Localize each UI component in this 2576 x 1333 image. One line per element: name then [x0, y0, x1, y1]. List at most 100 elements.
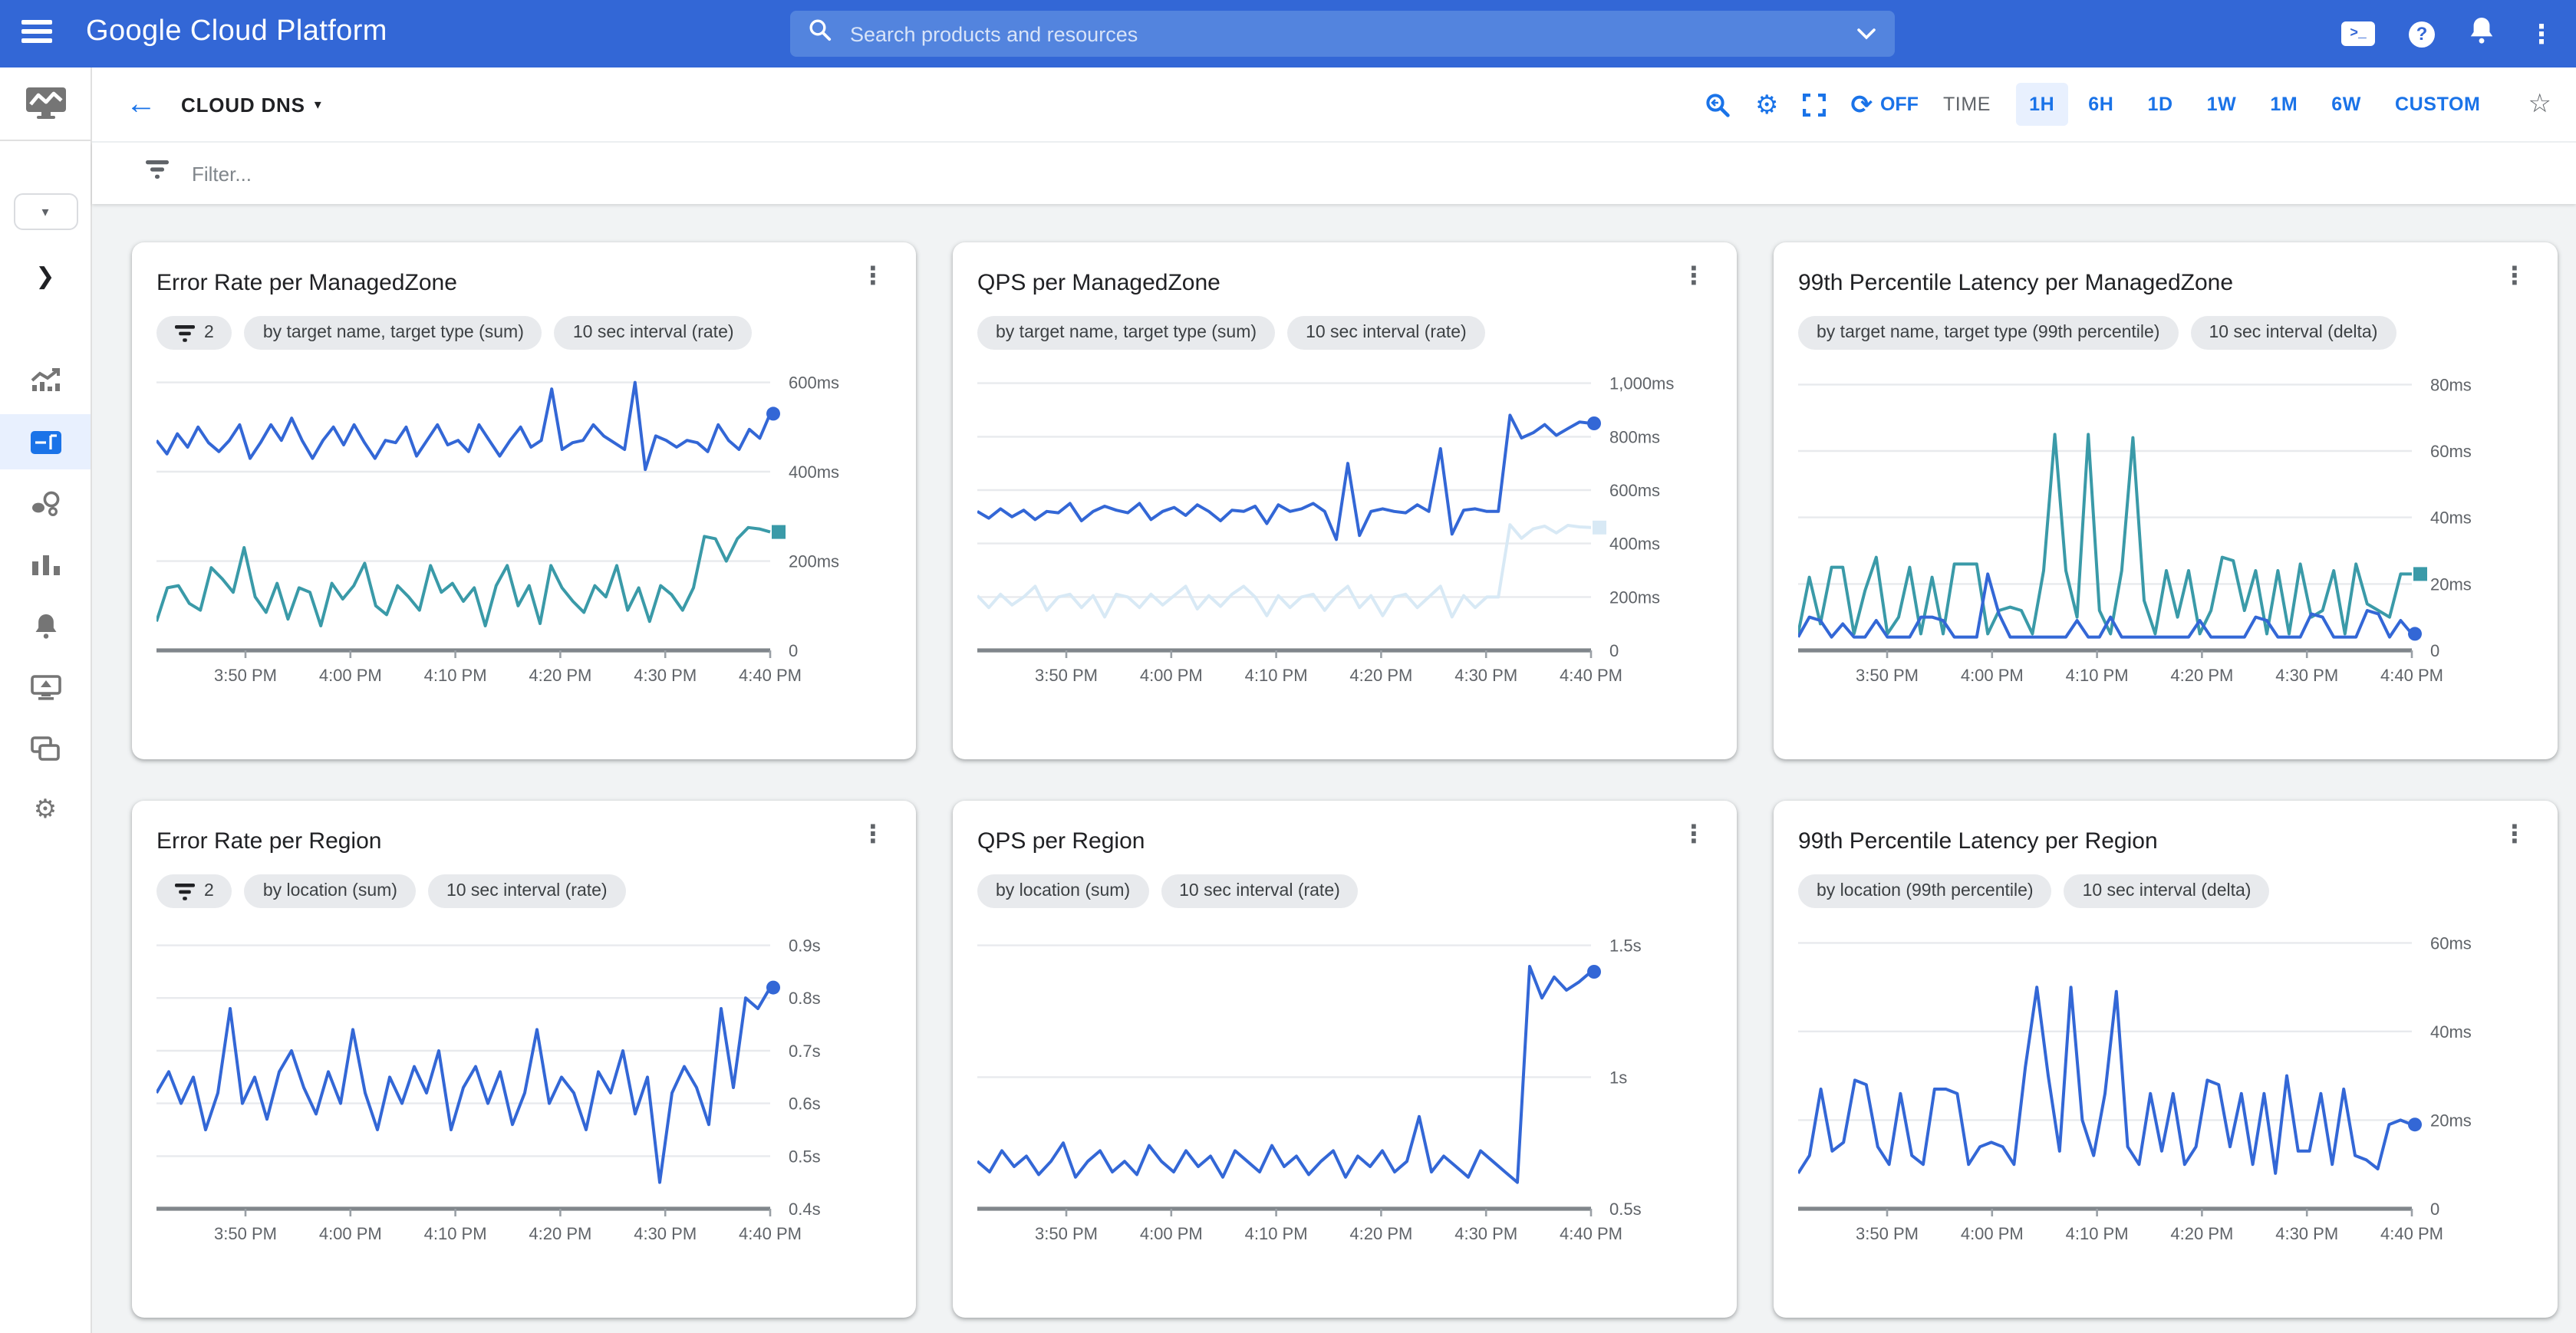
filter-count: 2	[204, 882, 214, 900]
chart-card: 99th Percentile Latency per Region ⋮ by lo…	[1774, 801, 2558, 1318]
chart-plot[interactable]: 600ms 400ms 200ms 0 3:50 PM 4:00 PM 4:10 PM 4:2…	[155, 362, 891, 706]
svg-text:4:10 PM: 4:10 PM	[2066, 1224, 2129, 1243]
time-range-group: 1H 6H 1D 1W 1M 6W CUSTOM	[2015, 83, 2494, 126]
help-icon[interactable]: ?	[2409, 21, 2435, 47]
aggregation-chip[interactable]: by location (99th percentile)	[1798, 874, 2052, 908]
aggregation-chip[interactable]: by location (sum)	[977, 874, 1149, 908]
chart-plot[interactable]: 60ms 40ms 20ms 0 3:50 PM 4:00 PM 4:10 PM 4:20 P…	[1797, 920, 2533, 1264]
search-input[interactable]	[847, 21, 1856, 47]
time-range-custom[interactable]: CUSTOM	[2395, 94, 2481, 115]
filter-count-chip[interactable]: 2	[156, 874, 232, 908]
global-search[interactable]	[790, 11, 1895, 57]
filter-icon	[146, 160, 169, 187]
aggregation-chip[interactable]: by location (sum)	[244, 874, 416, 908]
back-arrow-icon[interactable]: ←	[126, 87, 156, 121]
svg-text:4:30 PM: 4:30 PM	[1454, 1224, 1517, 1243]
chart-title: QPS per Region	[977, 828, 1145, 854]
svg-text:20ms: 20ms	[2430, 574, 2472, 594]
series-end-marker	[766, 406, 780, 421]
svg-text:4:10 PM: 4:10 PM	[424, 1224, 487, 1243]
chart-card: QPS per Region ⋮ by location (sum) 10 sec i…	[953, 801, 1737, 1318]
product-name: Google Cloud Platform	[86, 15, 387, 48]
favorite-star-icon[interactable]: ☆	[2528, 89, 2552, 118]
chart-more-options-icon[interactable]: ⋮	[2502, 822, 2527, 848]
svg-text:4:30 PM: 4:30 PM	[2275, 666, 2338, 685]
chart-title: Error Rate per ManagedZone	[156, 270, 457, 296]
sidebar-item-services[interactable]	[0, 485, 91, 522]
header-actions: >_ ? ⋮	[2341, 0, 2555, 67]
dashboard-title[interactable]: CLOUD DNS	[181, 93, 305, 116]
settings-gear-icon[interactable]: ⚙	[1754, 90, 1779, 119]
dashboard-content: Error Rate per ManagedZone ⋮ 2 by target na…	[92, 204, 2576, 1333]
chart-chips: by target name, target type (99th percen…	[1798, 316, 2533, 350]
more-options-icon[interactable]: ⋮	[2528, 19, 2555, 48]
svg-text:4:20 PM: 4:20 PM	[2170, 666, 2233, 685]
sidebar-item-dashboards[interactable]	[0, 414, 91, 469]
aggregation-chip[interactable]: 10 sec interval (rate)	[1287, 316, 1485, 350]
scope-picker[interactable]: ▾	[13, 193, 77, 230]
chevron-down-icon[interactable]	[1856, 20, 1876, 48]
aggregation-chip[interactable]: 10 sec interval (rate)	[1161, 874, 1359, 908]
monitoring-logo[interactable]	[0, 67, 91, 141]
chart-area: 60ms 40ms 20ms 0 3:50 PM 4:00 PM 4:10 PM 4:20 P…	[1797, 920, 2533, 1272]
aggregation-chip[interactable]: 10 sec interval (rate)	[554, 316, 753, 350]
chart-title: 99th Percentile Latency per ManagedZone	[1798, 270, 2234, 296]
svg-text:600ms: 600ms	[789, 374, 839, 393]
svg-text:1s: 1s	[1609, 1068, 1627, 1087]
svg-text:0: 0	[2430, 1200, 2439, 1219]
hamburger-menu-icon[interactable]	[21, 20, 52, 44]
aggregation-chip[interactable]: by target name, target type (99th percen…	[1798, 316, 2179, 350]
sidebar-item-alerting[interactable]	[0, 607, 91, 644]
chart-more-options-icon[interactable]: ⋮	[861, 822, 885, 848]
svg-text:4:10 PM: 4:10 PM	[2066, 666, 2129, 685]
time-range-1h[interactable]: 1H	[2015, 83, 2069, 126]
notifications-bell-icon[interactable]	[2469, 15, 2495, 52]
time-range-1w[interactable]: 1W	[2206, 94, 2237, 115]
svg-text:4:20 PM: 4:20 PM	[1349, 666, 1412, 685]
aggregation-chip[interactable]: 10 sec interval (delta)	[2064, 874, 2270, 908]
aggregation-chip[interactable]: 10 sec interval (rate)	[427, 874, 626, 908]
svg-text:4:20 PM: 4:20 PM	[529, 666, 591, 685]
chart-more-options-icon[interactable]: ⋮	[861, 264, 885, 290]
chart-plot[interactable]: 80ms 60ms 40ms 20ms 0 3:50 PM 4:00 PM 4:10 PM 4:…	[1797, 362, 2533, 706]
filter-input[interactable]	[189, 160, 839, 186]
svg-text:4:00 PM: 4:00 PM	[1961, 666, 2024, 685]
time-label: TIME	[1942, 94, 1991, 115]
cloud-shell-icon[interactable]: >_	[2341, 21, 2375, 46]
chart-plot[interactable]: 1,000ms 800ms 600ms 400ms 200ms 0 3:50 PM 4:00 …	[976, 362, 1712, 706]
aggregation-chip[interactable]: by target name, target type (sum)	[977, 316, 1276, 350]
chart-area: 1,000ms 800ms 600ms 400ms 200ms 0 3:50 PM 4:00 …	[976, 362, 1712, 713]
time-range-1d[interactable]: 1D	[2147, 94, 2173, 115]
aggregation-chip[interactable]: 10 sec interval (delta)	[2190, 316, 2396, 350]
dashboard-title-caret-icon[interactable]: ▾	[314, 96, 321, 111]
time-range-1m[interactable]: 1M	[2270, 94, 2298, 115]
series-end-marker	[766, 980, 780, 995]
time-range-6w[interactable]: 6W	[2331, 94, 2361, 115]
sidebar-item-groups[interactable]	[0, 730, 91, 767]
svg-text:4:40 PM: 4:40 PM	[739, 1224, 802, 1243]
sidebar-item-reports[interactable]	[0, 546, 91, 583]
chart-chips: by target name, target type (sum) 10 sec …	[977, 316, 1712, 350]
zoom-icon[interactable]	[1705, 91, 1731, 117]
chart-plot[interactable]: 0.9s 0.8s 0.7s 0.6s 0.5s 0.4s 3:50 PM 4:00 PM 4:…	[155, 920, 891, 1264]
svg-text:4:00 PM: 4:00 PM	[1140, 666, 1203, 685]
time-range-6h[interactable]: 6H	[2088, 94, 2114, 115]
chart-plot[interactable]: 1.5s 1s 0.5s 3:50 PM 4:00 PM 4:10 PM 4:20 PM 4:…	[976, 920, 1712, 1264]
aggregation-chip[interactable]: by target name, target type (sum)	[244, 316, 542, 350]
filter-count-chip[interactable]: 2	[156, 316, 232, 350]
series-end-marker	[1587, 965, 1601, 979]
chart-more-options-icon[interactable]: ⋮	[1682, 822, 1706, 848]
chart-more-options-icon[interactable]: ⋮	[2502, 264, 2527, 290]
expand-panel-icon[interactable]: ❯	[35, 264, 55, 290]
svg-text:4:00 PM: 4:00 PM	[319, 1224, 382, 1243]
svg-text:800ms: 800ms	[1609, 427, 1660, 446]
svg-text:4:00 PM: 4:00 PM	[319, 666, 382, 685]
auto-refresh-toggle[interactable]: ⟳ OFF	[1850, 91, 1919, 117]
fullscreen-icon[interactable]	[1803, 93, 1827, 116]
chart-more-options-icon[interactable]: ⋮	[1682, 264, 1706, 290]
sidebar-item-uptime-checks[interactable]	[0, 669, 91, 706]
sidebar-item-settings-gear-icon[interactable]: ⚙	[33, 795, 58, 824]
svg-text:3:50 PM: 3:50 PM	[1035, 666, 1098, 685]
sidebar-item-metrics-explorer[interactable]	[0, 362, 91, 399]
